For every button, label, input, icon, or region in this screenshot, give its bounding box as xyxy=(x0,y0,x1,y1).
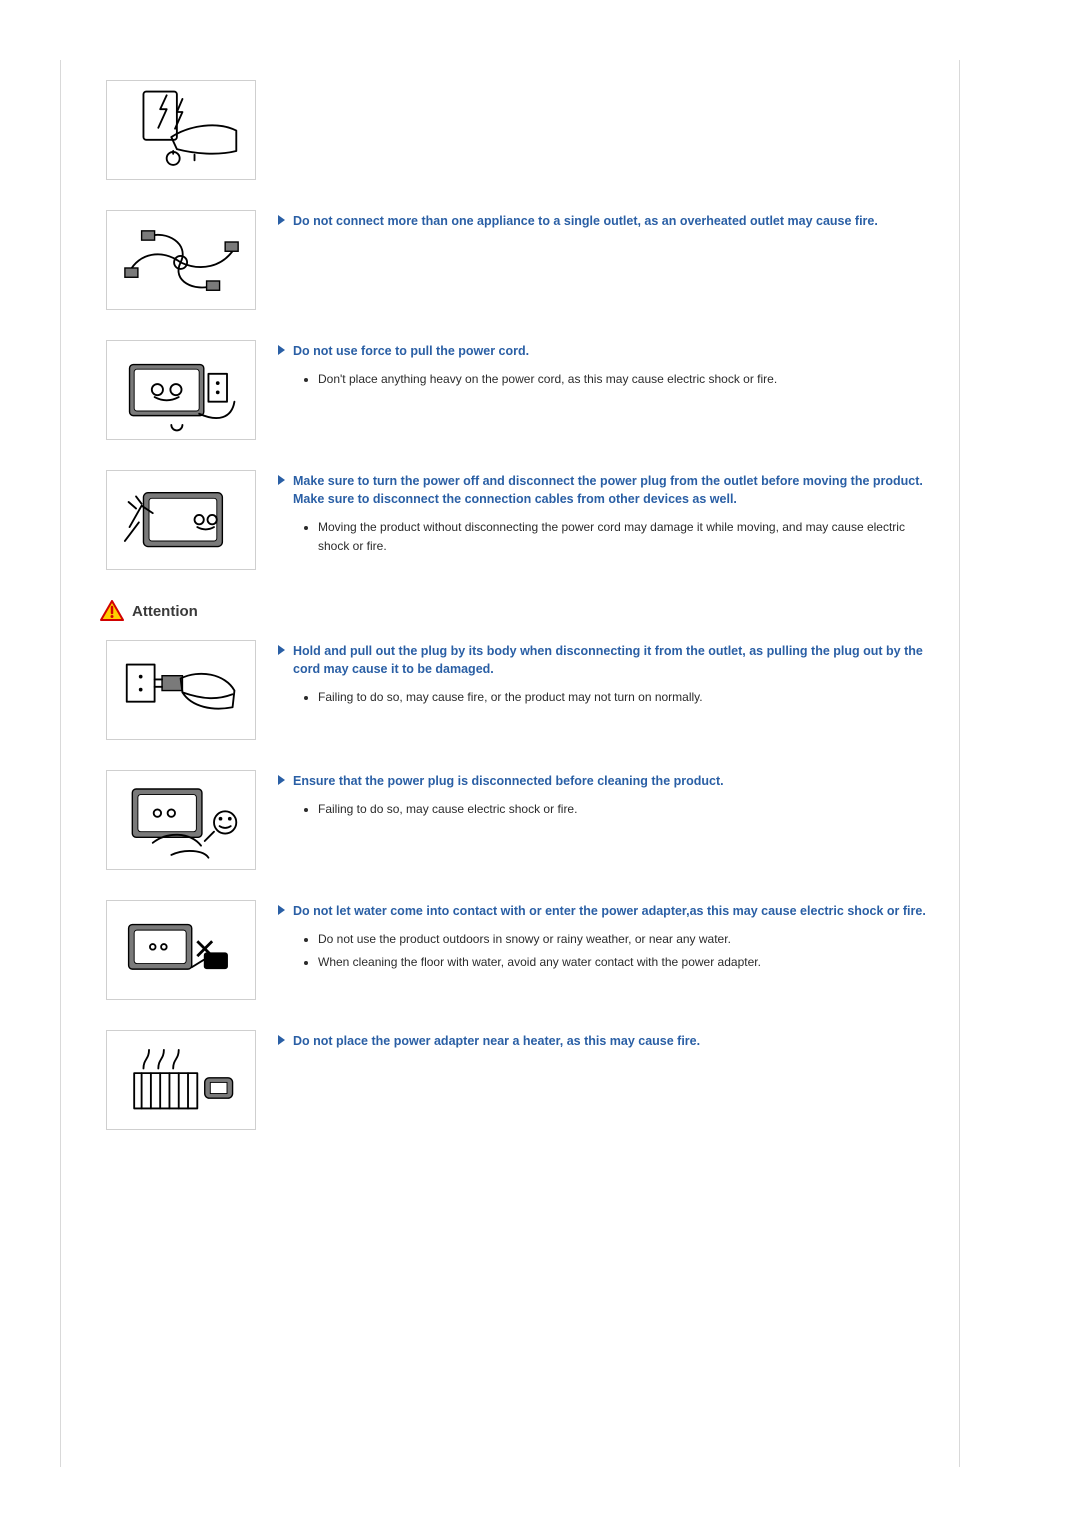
safety-item: Hold and pull out the plug by its body w… xyxy=(106,640,929,740)
heading-text: Do not let water come into contact with … xyxy=(293,902,926,920)
item-text: Do not connect more than one appliance t… xyxy=(278,210,929,240)
clean-product-icon xyxy=(114,776,247,864)
illustration-thumb xyxy=(106,80,256,180)
bullet-text: Failing to do so, may cause fire, or the… xyxy=(318,688,929,707)
item-bullets: Don't place anything heavy on the power … xyxy=(318,370,929,389)
item-heading: Do not connect more than one appliance t… xyxy=(278,212,929,230)
warning-triangle-icon xyxy=(100,600,124,622)
safety-item xyxy=(106,80,929,180)
item-text: Hold and pull out the plug by its body w… xyxy=(278,640,929,711)
heading-text: Make sure to turn the power off and disc… xyxy=(293,472,929,508)
move-product-icon xyxy=(114,476,247,564)
item-text: Do not place the power adapter near a he… xyxy=(278,1030,929,1060)
bullet-arrow-icon xyxy=(278,345,286,355)
illustration-thumb xyxy=(106,470,256,570)
illustration-thumb xyxy=(106,1030,256,1130)
bullet-text: Don't place anything heavy on the power … xyxy=(318,370,929,389)
item-bullets: Moving the product without disconnecting… xyxy=(318,518,929,555)
safety-item: Do not place the power adapter near a he… xyxy=(106,1030,929,1130)
item-heading: Do not use force to pull the power cord. xyxy=(278,342,929,360)
item-heading: Do not let water come into contact with … xyxy=(278,902,929,920)
bullet-text: Moving the product without disconnecting… xyxy=(318,518,929,555)
safety-item: Do not use force to pull the power cord.… xyxy=(106,340,929,440)
bullet-arrow-icon xyxy=(278,645,286,655)
safety-item: Ensure that the power plug is disconnect… xyxy=(106,770,929,870)
bullet-text: When cleaning the floor with water, avoi… xyxy=(318,953,929,972)
heater-icon xyxy=(114,1036,247,1124)
safety-item: Do not let water come into contact with … xyxy=(106,900,929,1000)
item-text: Do not let water come into contact with … xyxy=(278,900,929,975)
section-header-text: Attention xyxy=(132,603,198,620)
illustration-thumb xyxy=(106,640,256,740)
bullet-arrow-icon xyxy=(278,775,286,785)
item-text xyxy=(278,80,929,82)
item-text: Make sure to turn the power off and disc… xyxy=(278,470,929,559)
item-bullets: Failing to do so, may cause fire, or the… xyxy=(318,688,929,707)
bullet-arrow-icon xyxy=(278,475,286,485)
overloaded-outlet-icon xyxy=(114,216,247,304)
item-bullets: Do not use the product outdoors in snowy… xyxy=(318,930,929,971)
item-heading: Hold and pull out the plug by its body w… xyxy=(278,642,929,678)
heading-text: Hold and pull out the plug by its body w… xyxy=(293,642,929,678)
bullet-text: Do not use the product outdoors in snowy… xyxy=(318,930,929,949)
item-heading: Do not place the power adapter near a he… xyxy=(278,1032,929,1050)
pull-cord-icon xyxy=(114,346,247,434)
illustration-thumb xyxy=(106,340,256,440)
bullet-arrow-icon xyxy=(278,215,286,225)
item-heading: Ensure that the power plug is disconnect… xyxy=(278,772,929,790)
bullet-arrow-icon xyxy=(278,905,286,915)
content-frame: Do not connect more than one appliance t… xyxy=(60,60,960,1467)
no-water-icon xyxy=(114,906,247,994)
safety-item: Do not connect more than one appliance t… xyxy=(106,210,929,310)
heading-text: Do not place the power adapter near a he… xyxy=(293,1032,700,1050)
item-bullets: Failing to do so, may cause electric sho… xyxy=(318,800,929,819)
heading-text: Ensure that the power plug is disconnect… xyxy=(293,772,724,790)
hold-plug-icon xyxy=(114,646,247,734)
bullet-text: Failing to do so, may cause electric sho… xyxy=(318,800,929,819)
heading-text: Do not use force to pull the power cord. xyxy=(293,342,529,360)
heading-text: Do not connect more than one appliance t… xyxy=(293,212,878,230)
attention-section-header: Attention xyxy=(100,600,929,622)
lightning-hand-icon xyxy=(114,86,247,174)
item-heading: Make sure to turn the power off and disc… xyxy=(278,472,929,508)
illustration-thumb xyxy=(106,900,256,1000)
illustration-thumb xyxy=(106,770,256,870)
page: Do not connect more than one appliance t… xyxy=(0,0,1080,1527)
bullet-arrow-icon xyxy=(278,1035,286,1045)
illustration-thumb xyxy=(106,210,256,310)
item-text: Do not use force to pull the power cord.… xyxy=(278,340,929,393)
safety-item: Make sure to turn the power off and disc… xyxy=(106,470,929,570)
item-text: Ensure that the power plug is disconnect… xyxy=(278,770,929,823)
